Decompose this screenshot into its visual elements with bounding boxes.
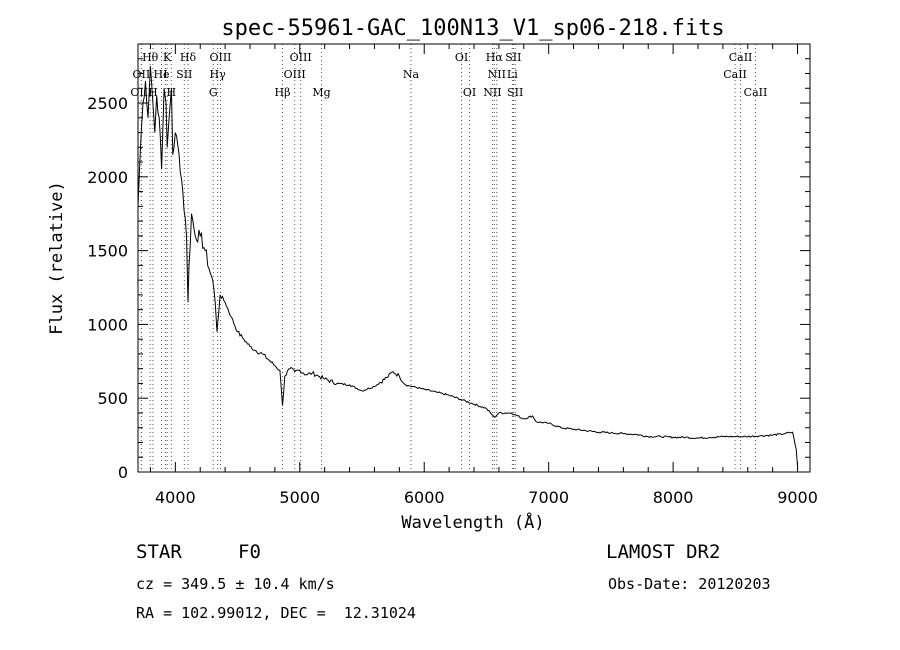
spectral-line-label: Hγ [210,68,227,81]
y-tick-label: 500 [97,389,128,408]
spectral-line-label: H [148,86,158,99]
spectral-line-label: OIII [209,51,231,64]
spectral-line-label: OIII [130,86,152,99]
spectral-line-label: CaII [723,68,747,81]
spectral-line-label: I [163,68,167,81]
spectral-line-label: K [163,51,172,64]
spectral-line-label: OII [133,68,151,81]
spectral-line-label: Hδ [180,51,197,64]
x-tick-label: 5000 [279,488,320,507]
spectral-line-label: SII [176,68,192,81]
spectral-line-label: Hβ [275,86,291,99]
spectral-line-label: OI [463,86,476,99]
x-tick-label: 7000 [528,488,569,507]
spectral-subclass: F0 [238,541,261,563]
observation-date: Obs-Date: 20120203 [608,575,771,593]
spectral-line-label: Hα [486,51,504,64]
spectral-line-label: SII [505,51,521,64]
survey-name: LAMOST DR2 [606,541,721,563]
object-class: STAR [136,541,182,563]
spectral-line-label: CaII [744,86,768,99]
x-tick-label: 6000 [404,488,445,507]
y-axis-ticks: 0 500 1000 1500 2000 2500 [87,58,810,482]
spectral-line-label: Hθ [142,51,159,64]
spectral-line-label: NII [483,86,501,99]
spectral-line-label: Na [403,68,420,81]
y-tick-label: 2000 [87,168,128,187]
spectral-line-label: NII [488,68,506,81]
sky-coordinates: RA = 102.99012, DEC = 12.31024 [136,604,416,622]
spectrum-series-line [137,66,799,468]
x-axis-label: Wavelength (Å) [401,511,544,533]
y-tick-label: 2500 [87,94,128,113]
y-tick-label: 1500 [87,242,128,261]
plot-frame [137,43,811,473]
redshift-readout: cz = 349.5 ± 10.4 km/s [136,575,335,593]
spectral-line-label: SII [507,86,523,99]
spectral-line-label: G [209,86,218,99]
x-tick-label: 9000 [777,488,818,507]
spectral-line-label: He [153,68,169,81]
y-tick-label: 0 [118,463,128,482]
chart-title: spec-55961-GAC_100N13_V1_sp06-218.fits [221,16,724,41]
spectral-line-label: CaII [729,51,753,64]
spectral-line-label: Mg [312,86,330,99]
spectral-line-label: OIII [290,51,312,64]
x-axis-ticks: 4000 5000 6000 7000 8000 9000 [149,44,818,507]
spectral-line-label: OIII [284,68,306,81]
spectral-line-label: Li [507,68,518,81]
y-tick-label: 1000 [87,315,128,334]
spectral-line-markers [140,44,756,472]
x-tick-label: 4000 [155,488,196,507]
spectral-line-label: OI [455,51,468,64]
y-axis-label: Flux (relative) [47,181,67,335]
x-tick-label: 8000 [653,488,694,507]
